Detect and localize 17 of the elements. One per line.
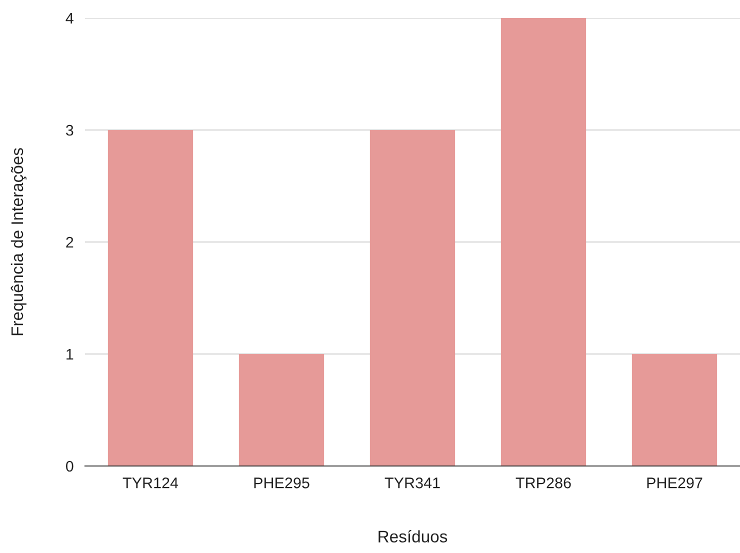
x-tick-label: PHE297 <box>647 478 702 488</box>
bar <box>500 18 586 466</box>
y-tick-label: 2 <box>66 236 74 248</box>
bar <box>370 130 456 466</box>
x-axis-title: Resíduos <box>378 530 448 542</box>
y-tick-label: 4 <box>66 13 74 24</box>
x-tick-label: TYR124 <box>122 478 178 488</box>
y-tick-label: 3 <box>66 124 74 136</box>
bar <box>108 130 194 466</box>
y-axis-title: Frequência de Interações <box>10 148 27 336</box>
y-tick-label: 0 <box>66 460 74 472</box>
x-tick-label: TRP286 <box>516 478 571 488</box>
bar <box>632 354 718 466</box>
x-tick-label: PHE295 <box>254 478 310 488</box>
bar <box>238 354 324 466</box>
y-tick-label: 1 <box>66 349 74 360</box>
x-tick-label: TYR341 <box>384 478 440 488</box>
